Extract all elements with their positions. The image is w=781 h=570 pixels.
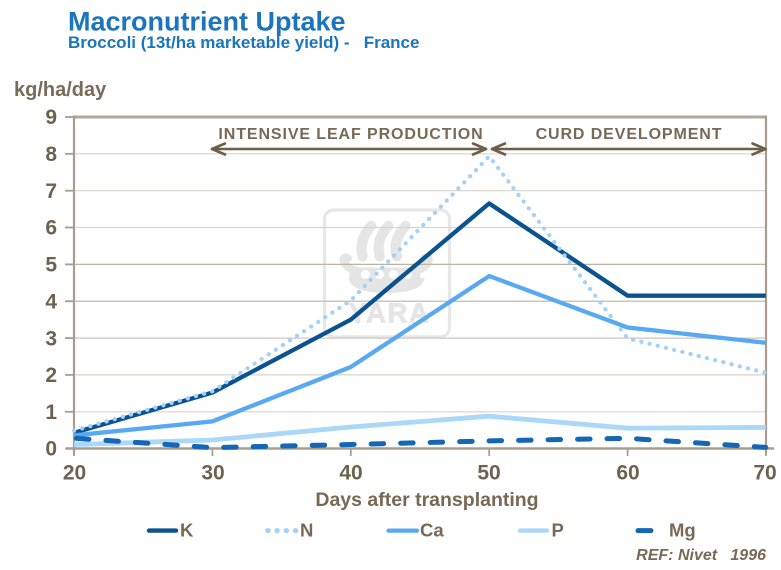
svg-text:6: 6 (45, 217, 57, 240)
svg-text:1: 1 (45, 401, 57, 424)
svg-text:8: 8 (45, 143, 57, 166)
svg-text:40: 40 (339, 462, 362, 485)
svg-text:CURD DEVELOPMENT: CURD DEVELOPMENT (536, 126, 723, 143)
svg-text:Broccoli (13t/ha marketable yi: Broccoli (13t/ha marketable yield) - Fra… (68, 33, 419, 52)
svg-text:5: 5 (45, 254, 57, 277)
svg-text:K: K (180, 520, 194, 541)
svg-text:INTENSIVE LEAF PRODUCTION: INTENSIVE LEAF PRODUCTION (218, 126, 483, 143)
svg-text:9: 9 (45, 106, 57, 129)
svg-text:20: 20 (63, 462, 86, 485)
svg-text:2: 2 (45, 364, 57, 387)
svg-text:60: 60 (616, 462, 639, 485)
svg-text:0: 0 (45, 438, 57, 461)
svg-text:7: 7 (45, 180, 57, 203)
svg-text:P: P (552, 520, 564, 541)
svg-text:70: 70 (753, 462, 776, 485)
svg-text:Ca: Ca (420, 520, 444, 541)
svg-text:REF: Nivet 1996: REF: Nivet 1996 (636, 547, 766, 564)
svg-text:N: N (300, 520, 313, 541)
svg-text:Days after transplanting: Days after transplanting (315, 489, 538, 511)
svg-text:50: 50 (477, 462, 500, 485)
svg-text:30: 30 (201, 462, 224, 485)
svg-text:Mg: Mg (669, 520, 696, 541)
svg-text:Macronutrient Uptake: Macronutrient Uptake (68, 7, 346, 37)
svg-text:3: 3 (45, 327, 57, 350)
svg-text:kg/ha/day: kg/ha/day (14, 79, 107, 101)
svg-text:4: 4 (45, 290, 57, 313)
